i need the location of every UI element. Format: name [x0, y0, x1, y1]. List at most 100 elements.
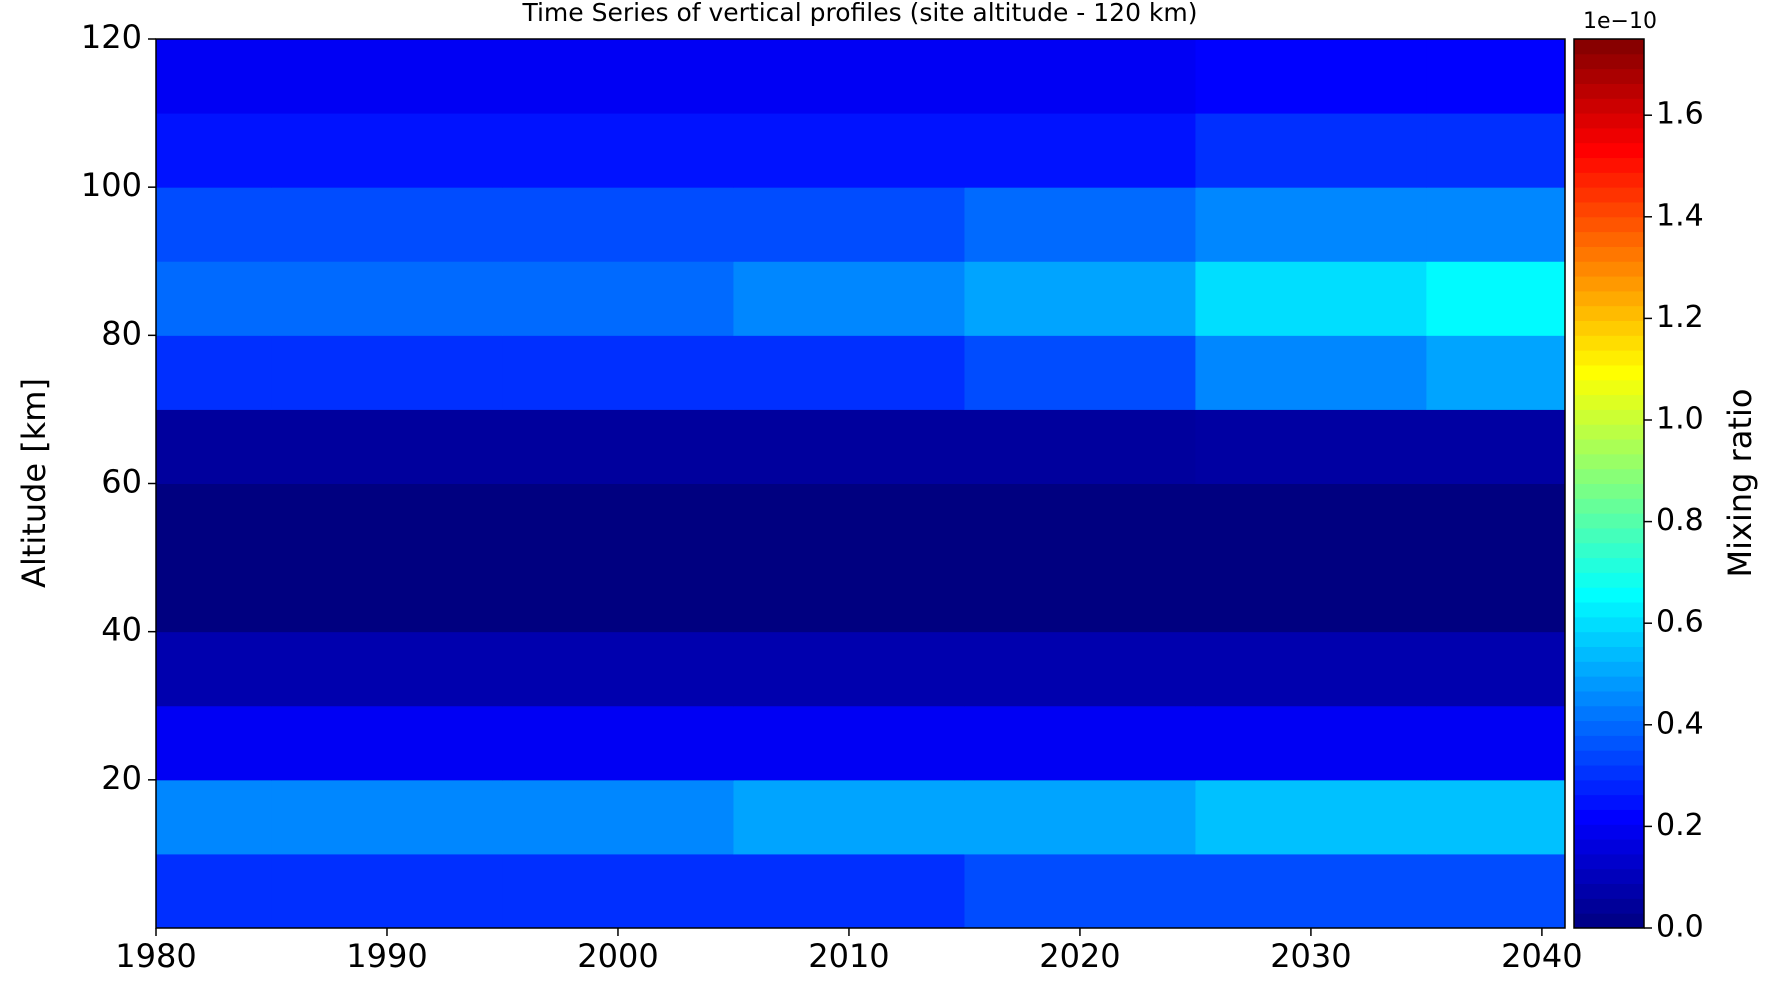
colorbar-band — [1574, 616, 1644, 633]
heat-cell — [733, 187, 965, 262]
colorbar-tick-label: 1.0 — [1656, 402, 1704, 437]
colorbar-band — [1574, 705, 1644, 722]
y-tick-label: 100 — [81, 166, 142, 204]
heat-cell — [1195, 779, 1427, 855]
heat-cell — [502, 39, 734, 114]
colorbar-band — [1574, 498, 1644, 514]
chart-title: Time Series of vertical profiles (site a… — [521, 0, 1197, 27]
colorbar-band — [1574, 335, 1644, 351]
heat-cell — [156, 853, 272, 928]
colorbar-tick-label: 0.6 — [1656, 605, 1704, 640]
heat-cell — [964, 705, 1196, 781]
colorbar-band — [1574, 631, 1644, 647]
colorbar-tick-label: 1.4 — [1656, 198, 1704, 233]
colorbar-band — [1574, 676, 1644, 692]
heat-cell — [733, 557, 965, 633]
colorbar-tick-label: 0.2 — [1656, 808, 1704, 843]
colorbar-band — [1574, 172, 1644, 188]
colorbar-band — [1574, 68, 1644, 84]
colorbar-band — [1574, 557, 1644, 573]
colorbar-band — [1574, 379, 1644, 396]
heat-cell — [964, 187, 1196, 262]
heat-cell — [502, 335, 734, 410]
heat-cell — [964, 557, 1196, 633]
colorbar-band — [1574, 187, 1644, 203]
colorbar-band — [1574, 735, 1644, 751]
heat-cell — [271, 779, 503, 855]
colorbar-frame — [1573, 38, 1645, 929]
heat-cell — [733, 409, 965, 484]
x-tick-label: 2020 — [1039, 937, 1120, 975]
colorbar-band — [1574, 779, 1644, 796]
heat-cell — [156, 483, 272, 559]
y-axis-label: Altitude [km] — [15, 378, 53, 588]
heat-cell — [502, 113, 734, 188]
heat-cell — [1426, 261, 1565, 336]
heat-cell — [1426, 113, 1565, 188]
colorbar-band — [1574, 113, 1644, 129]
colorbar-label: Mixing ratio — [1721, 389, 1759, 578]
heat-cell — [156, 557, 272, 633]
heat-cell — [733, 261, 965, 336]
heat-cell — [733, 631, 965, 707]
heat-cell — [502, 483, 734, 559]
y-tick-label: 60 — [101, 463, 142, 501]
colorbar-band — [1574, 216, 1644, 233]
heat-cell — [1426, 335, 1565, 410]
x-tick-label: 2040 — [1501, 937, 1582, 975]
colorbar-tick-label: 1.6 — [1656, 97, 1704, 132]
heat-cell — [271, 631, 503, 707]
colorbar-band — [1574, 305, 1644, 322]
colorbar-band — [1574, 661, 1644, 677]
heat-cell — [502, 853, 734, 928]
heat-cell — [1426, 39, 1565, 114]
heat-cell — [156, 631, 272, 707]
colorbar-band — [1574, 424, 1644, 440]
colorbar-band — [1574, 364, 1644, 381]
colorbar-band — [1574, 261, 1644, 277]
heat-cell — [1195, 631, 1427, 707]
colorbar-band — [1574, 750, 1644, 766]
heat-cell — [733, 39, 965, 114]
heat-cell — [156, 187, 272, 262]
colorbar-band — [1574, 824, 1644, 840]
colorbar-tick-label: 0.0 — [1656, 910, 1704, 945]
x-tick-label: 2030 — [1270, 937, 1351, 975]
heat-cell — [1195, 853, 1427, 928]
colorbar-band — [1574, 157, 1644, 173]
y-tick-label: 40 — [101, 611, 142, 649]
colorbar-band — [1574, 587, 1644, 603]
heat-cell — [1195, 557, 1427, 633]
heat-cell — [964, 483, 1196, 559]
heat-cell — [964, 113, 1196, 188]
heat-cell — [502, 409, 734, 484]
heat-cell — [156, 113, 272, 188]
heat-cell — [271, 557, 503, 633]
colorbar-band — [1574, 468, 1644, 484]
colorbar-band — [1574, 453, 1644, 470]
heat-cell — [964, 779, 1196, 855]
heat-cell — [271, 39, 503, 114]
heat-cell — [1426, 779, 1565, 855]
heat-cell — [156, 409, 272, 484]
heat-cell — [1195, 261, 1427, 336]
colorbar-band — [1574, 276, 1644, 292]
heat-cell — [502, 705, 734, 781]
colorbar-band — [1574, 231, 1644, 247]
colorbar-band — [1574, 201, 1644, 218]
y-tick-label: 80 — [101, 314, 142, 352]
heat-cell — [271, 853, 503, 928]
colorbar-band — [1574, 853, 1644, 870]
colorbar-band — [1574, 513, 1644, 529]
heat-cell — [271, 187, 503, 262]
heat-cell — [733, 483, 965, 559]
heat-cell — [1195, 335, 1427, 410]
y-tick-label: 20 — [101, 759, 142, 797]
heat-cell — [964, 631, 1196, 707]
heat-cell — [502, 557, 734, 633]
colorbar-band — [1574, 290, 1644, 307]
colorbar-band — [1574, 394, 1644, 410]
colorbar-band — [1574, 690, 1644, 707]
colorbar-tick-label: 1.2 — [1656, 300, 1704, 335]
heat-cell — [733, 113, 965, 188]
